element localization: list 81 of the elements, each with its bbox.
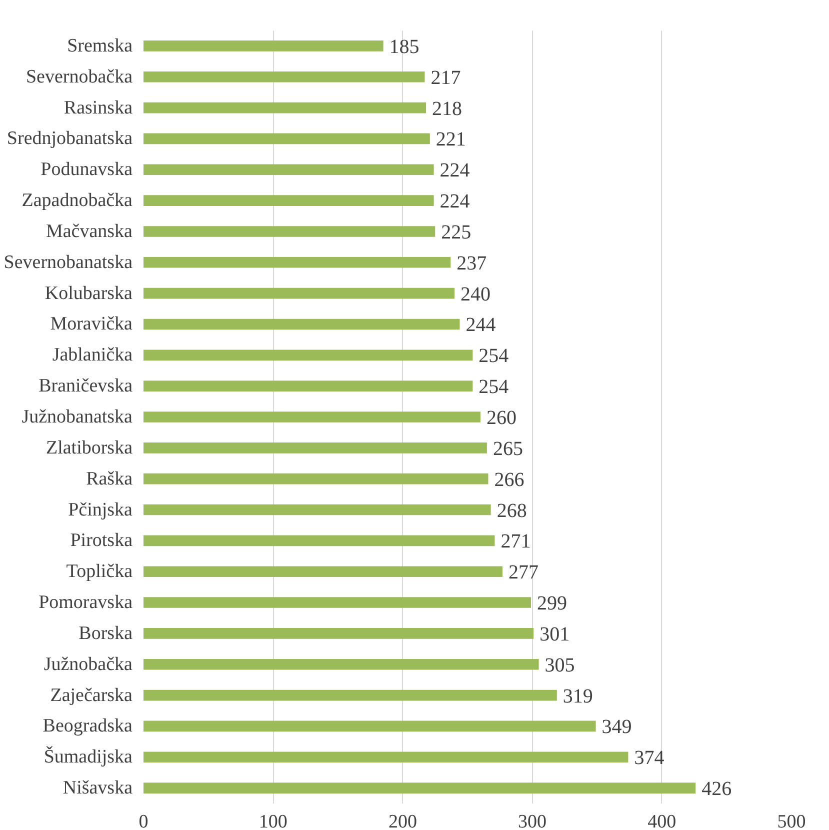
bar [144,40,384,52]
data-label: 266 [494,468,524,491]
data-label: 277 [508,562,538,584]
data-label: 217 [430,66,461,89]
data-label: 374 [634,747,664,770]
bar [144,566,502,578]
bar [144,133,430,144]
data-label: 254 [478,345,509,368]
y-tick-label: Zaječarska [50,684,134,706]
data-label: 265 [492,438,523,460]
y-tick-label: Toplička [66,561,134,582]
data-label: 237 [456,252,487,274]
data-label: 299 [537,592,568,615]
y-tick-label: Borska [78,622,134,644]
x-tick-label: 200 [388,812,417,830]
bar [144,690,557,701]
y-tick-label: Jablanička [52,344,134,366]
data-label: 319 [562,685,593,708]
data-label: 244 [466,314,496,336]
x-tick-label: 100 [258,812,288,830]
y-tick-label: Severnobanatska [4,252,134,273]
x-tick-label: 500 [777,812,806,830]
data-label: 225 [441,221,472,244]
y-tick-label: Pomoravska [38,592,134,614]
bar [144,164,434,176]
y-tick-label: Nišavska [62,778,134,799]
bar [144,102,426,114]
data-label: 218 [432,98,462,120]
data-label: 224 [440,190,470,213]
bar [144,380,473,392]
data-label: 271 [500,530,531,553]
y-tick-label: Pčinjska [68,499,134,520]
y-tick-label: Severnobačka [26,66,134,88]
y-tick-label: Sremska [67,35,134,56]
x-tick-label: 0 [138,812,148,830]
y-tick-label: Mačvanska [46,220,134,242]
y-tick-label: Južnobačka [44,654,134,675]
y-tick-label: Južnobanatska [22,406,134,428]
bar [144,256,451,268]
data-label: 426 [702,778,732,800]
bar [144,504,491,516]
data-label: 268 [496,500,527,522]
bar [144,288,455,299]
data-label: 349 [602,716,632,738]
data-label: 224 [440,160,470,182]
data-label: 240 [460,283,491,306]
bar [144,473,488,484]
data-label: 185 [389,36,420,58]
y-tick-label: Srednjobanatska [6,128,134,150]
data-label: 301 [540,623,570,646]
y-tick-label: Braničevska [38,376,134,397]
bar [144,71,425,82]
bar [144,535,495,546]
x-tick-label: 300 [518,812,547,830]
y-tick-label: Kolubarska [44,282,134,304]
bar [144,628,534,639]
y-tick-label: Beogradska [42,716,134,737]
bar [144,720,596,732]
y-tick-label: Rasinska [64,97,134,118]
bar [144,318,460,330]
bar [144,752,628,763]
y-tick-label: Pirotska [70,530,134,552]
data-label: 221 [436,128,466,151]
bar [144,350,473,361]
data-label: 254 [478,376,509,398]
bar [144,226,436,237]
y-tick-label: Raška [86,468,134,490]
bar [144,597,532,608]
bar [144,195,434,206]
bar [144,412,480,422]
data-label: 305 [544,654,575,676]
y-tick-label: Šumadijska [44,746,134,768]
y-tick-label: Zapadnobačka [22,190,134,212]
data-label: 260 [486,407,516,429]
bar [144,782,696,794]
bar [144,442,487,454]
y-tick-label: Zlatiborska [46,437,134,458]
x-tick-label: 400 [648,812,676,830]
y-tick-label: Moravička [50,314,134,335]
bar [144,658,539,670]
y-tick-label: Podunavska [40,159,134,180]
